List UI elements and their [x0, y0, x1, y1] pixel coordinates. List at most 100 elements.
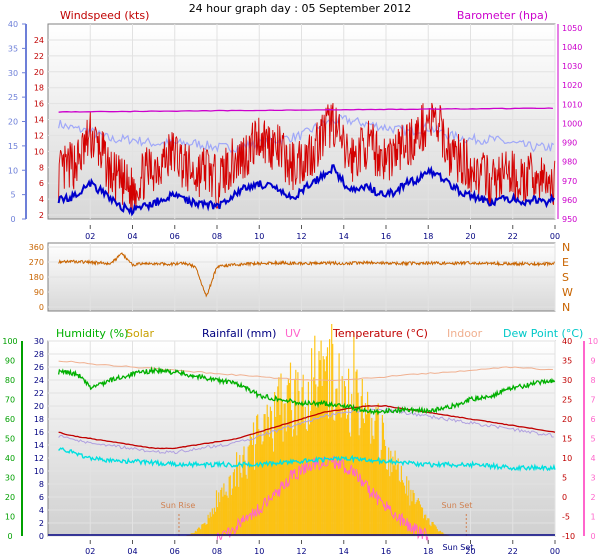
p1-left-inner-tick-label: 22: [34, 52, 44, 61]
p3-humidity-tick-label: 100: [2, 337, 17, 346]
solar-bar: [340, 417, 342, 536]
solar-bar: [415, 502, 417, 536]
solar-bar: [280, 373, 282, 536]
sunset-bottom-label: Sun Set: [443, 543, 474, 552]
solar-bar: [232, 472, 234, 536]
solar-bar: [266, 404, 268, 536]
indoor-label: Indoor: [447, 327, 483, 340]
solar-bar: [318, 351, 320, 536]
p1-left-inner-tick-label: 24: [34, 36, 44, 45]
solar-bar: [391, 472, 393, 536]
windspeed-gust-line: [58, 102, 556, 213]
p3-x-tick-label: 18: [423, 547, 433, 555]
p1-right-tick-label: 960: [562, 196, 577, 205]
solar-bar: [219, 502, 221, 536]
solar-bar: [235, 486, 237, 536]
solar-bar: [305, 429, 307, 536]
p3-humidity-tick-label: 40: [5, 454, 15, 463]
solar-bar: [201, 524, 203, 536]
solar-bar: [223, 483, 225, 536]
solar-bar: [329, 339, 331, 536]
p3-temperature-tick-label: 25: [562, 396, 572, 405]
p1-x-tick-label: 16: [381, 232, 391, 241]
p2-compass-label: N: [562, 301, 570, 314]
p2-left-tick-label: 90: [34, 288, 44, 297]
p1-left-outer-tick-label: 35: [8, 44, 18, 53]
p3-humidity-tick-label: 90: [5, 357, 15, 366]
solar-bar: [240, 472, 242, 536]
solar-bar: [396, 464, 398, 536]
solar-bar: [414, 504, 416, 536]
solar-bar: [320, 340, 322, 536]
p3-rainfall-tick-label: 22: [34, 389, 44, 398]
solar-bar: [357, 392, 359, 536]
solar-bar: [225, 491, 227, 536]
solar-bar: [324, 371, 326, 536]
solar-bar: [371, 417, 373, 536]
solar-bar: [331, 324, 333, 536]
solar-bar: [302, 374, 304, 536]
rainfall-label: Rainfall (mm): [202, 327, 276, 340]
solar-bar: [295, 369, 297, 536]
solar-bar: [226, 495, 228, 536]
solar-bar: [433, 524, 435, 536]
p3-x-tick-label: 16: [381, 547, 391, 555]
p3-uv-tick-label: 3: [590, 474, 595, 483]
solar-bar: [306, 430, 308, 536]
solar-bar: [248, 445, 250, 536]
solar-bar: [367, 391, 369, 536]
solar-bar: [337, 404, 339, 536]
solar-bar: [277, 386, 279, 536]
solar-bar: [196, 528, 199, 536]
solar-bar: [194, 530, 196, 536]
p1-left-inner-tick-label: 8: [39, 163, 44, 172]
p1-right-tick-label: 1050: [562, 24, 582, 33]
solar-bar: [292, 436, 294, 536]
p1-left-outer-tick-label: 30: [8, 69, 18, 78]
p2-left-tick-label: 270: [29, 258, 44, 267]
solar-bar: [327, 418, 330, 536]
p3-temperature-tick-label: 10: [562, 454, 572, 463]
solar-bar: [308, 424, 311, 536]
p2-compass-label: W: [562, 286, 573, 299]
solar-bar: [326, 347, 329, 536]
p1-left-inner-tick-label: 10: [34, 147, 44, 156]
solar-bar: [353, 333, 355, 536]
solar-bar: [338, 353, 340, 536]
solar-bar: [332, 343, 334, 536]
p1-x-tick-label: 02: [85, 232, 95, 241]
p3-rainfall-tick-label: 2: [39, 519, 44, 528]
p3-humidity-tick-label: 70: [5, 396, 15, 405]
p3-temperature-tick-label: 5: [562, 474, 567, 483]
solar-bar: [424, 514, 426, 536]
solar-bar: [299, 422, 301, 536]
solar-bar: [204, 522, 206, 536]
solar-bar: [207, 514, 209, 536]
solar-bar: [265, 431, 267, 536]
solar-bar: [212, 514, 214, 536]
solar-bar: [429, 524, 431, 536]
solar-bar: [222, 496, 224, 536]
solar-bar: [220, 489, 222, 536]
indoor-line: [58, 360, 553, 382]
solar-bar: [402, 482, 405, 536]
solar-bar: [363, 423, 365, 536]
windspeed-label: Windspeed (kts): [60, 9, 149, 22]
p3-uv-tick-label: 8: [590, 376, 595, 385]
p3-rainfall-tick-label: 0: [39, 532, 44, 541]
p3-rainfall-tick-label: 28: [34, 350, 44, 359]
p1-left-inner-tick-label: 12: [34, 131, 44, 140]
solar-bar: [383, 439, 386, 536]
solar-bar: [372, 435, 374, 536]
solar-bar: [297, 372, 299, 536]
solar-bar: [365, 414, 368, 536]
solar-bar: [397, 458, 399, 536]
p3-x-tick-label: 20: [465, 547, 475, 555]
solar-bar: [376, 410, 378, 536]
solar-bar: [368, 404, 370, 536]
solar-bar: [423, 518, 425, 536]
dewpoint-label: Dew Point (°C): [503, 327, 583, 340]
solar-bar: [374, 420, 376, 536]
p1-x-tick-label: 22: [508, 232, 518, 241]
solar-bar: [407, 495, 409, 536]
